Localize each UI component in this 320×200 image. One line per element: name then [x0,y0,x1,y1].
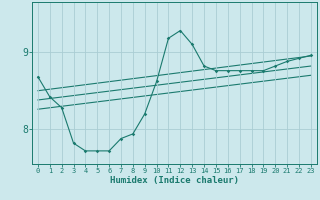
X-axis label: Humidex (Indice chaleur): Humidex (Indice chaleur) [110,176,239,185]
